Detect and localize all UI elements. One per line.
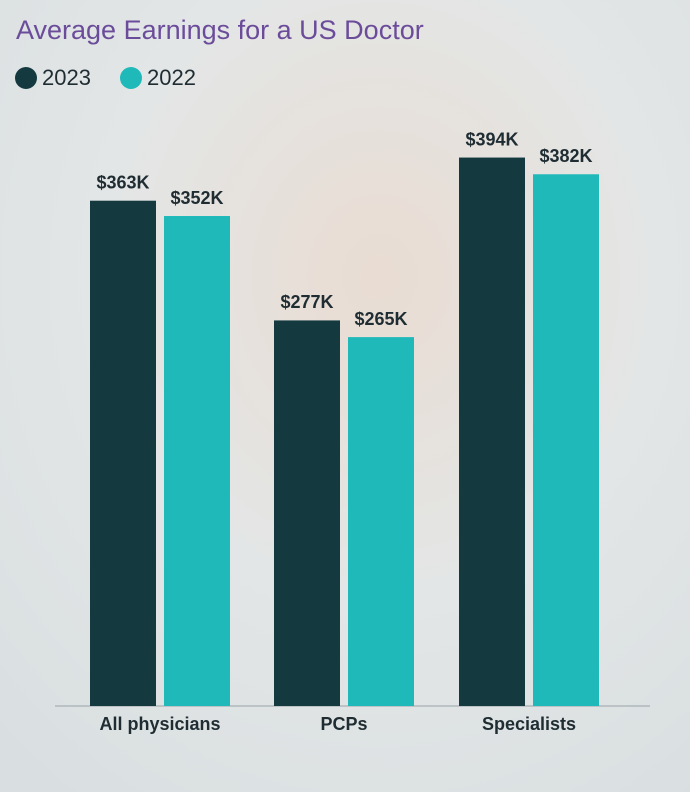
x-tick-label: Specialists <box>482 714 576 734</box>
chart-title: Average Earnings for a US Doctor <box>16 15 424 45</box>
value-label: $382K <box>539 146 592 166</box>
legend-swatch <box>120 67 142 89</box>
x-tick-label: PCPs <box>320 714 367 734</box>
legend-label: 2022 <box>147 65 196 90</box>
legend-swatch <box>15 67 37 89</box>
value-label: $277K <box>280 292 333 312</box>
value-label: $394K <box>465 129 518 149</box>
x-tick-label: All physicians <box>99 714 220 734</box>
legend-label: 2023 <box>42 65 91 90</box>
value-label: $363K <box>96 172 149 192</box>
value-label: $265K <box>354 309 407 329</box>
bar <box>533 174 599 707</box>
bar <box>274 320 340 706</box>
bar <box>348 337 414 706</box>
bar <box>459 157 525 706</box>
value-label: $352K <box>170 188 223 208</box>
bar <box>90 200 156 707</box>
bar <box>164 216 230 707</box>
